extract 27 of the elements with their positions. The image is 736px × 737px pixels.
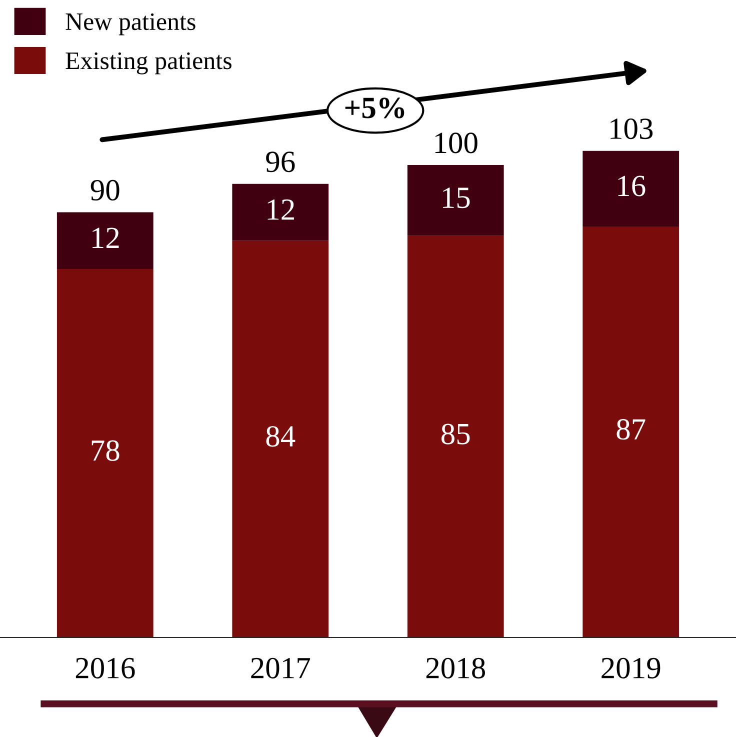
- data-label: 85: [442, 424, 470, 444]
- data-label: 12: [268, 199, 294, 220]
- total-label: 90: [90, 180, 120, 201]
- x-tick-label: 2019: [602, 658, 660, 678]
- total-label: 100: [435, 132, 478, 154]
- bar: [232, 240, 329, 638]
- data-label: 16: [618, 176, 646, 196]
- x-tick-label: 2017: [251, 658, 310, 678]
- bar: [232, 184, 329, 241]
- bar: [56, 212, 154, 269]
- data-label: 12: [92, 228, 119, 248]
- bar: [407, 236, 504, 638]
- data-label: 15: [443, 188, 470, 208]
- legend-label: New patients: [66, 13, 196, 36]
- bar: [56, 268, 154, 638]
- bar: [582, 150, 680, 226]
- data-label: 78: [92, 440, 120, 461]
- total-label: 103: [610, 118, 653, 140]
- data-label: 84: [266, 426, 296, 447]
- text: +5%: [345, 98, 404, 118]
- total-label: 96: [266, 152, 295, 172]
- x-tick-label: 2016: [76, 658, 135, 678]
- x-tick-label: 2018: [426, 658, 486, 678]
- data-label: 87: [616, 419, 646, 440]
- legend-label: Existing patients: [66, 52, 232, 74]
- bar: [407, 165, 504, 236]
- bar: [582, 226, 680, 638]
